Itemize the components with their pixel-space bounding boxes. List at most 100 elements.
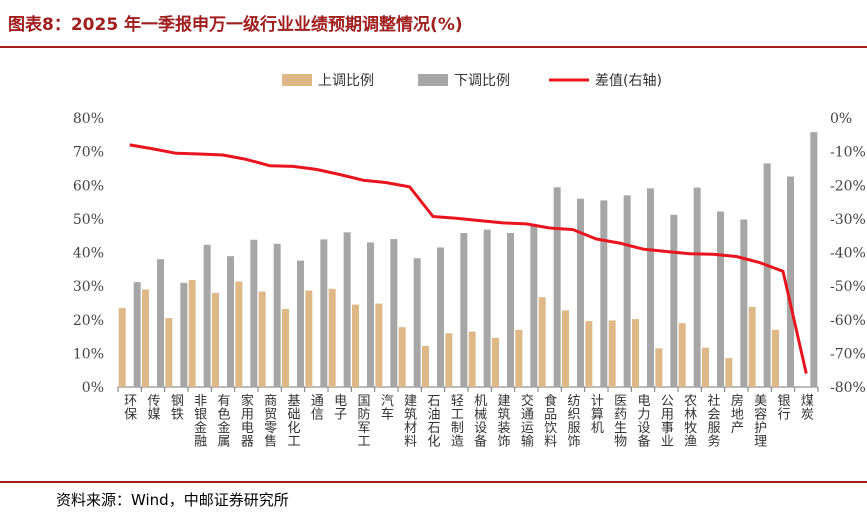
category-label: 计算机 xyxy=(591,394,604,436)
left-axis-tick-label: 70% xyxy=(73,145,104,161)
right-axis-tick-label: -30% xyxy=(830,212,866,228)
bar-up-ratio xyxy=(142,289,149,387)
bar-down-ratio xyxy=(693,187,701,387)
bar-down-ratio xyxy=(157,259,164,387)
bar-up-ratio xyxy=(468,331,476,387)
left-axis-tick-label: 50% xyxy=(73,212,104,228)
bar-down-ratio xyxy=(483,229,491,387)
chart-title: 图表8：2025 年一季报申万一级行业业绩预期调整情况(%) xyxy=(8,15,463,35)
bar-up-ratio xyxy=(585,321,593,387)
category-label: 医药生物 xyxy=(614,394,627,450)
category-label: 国防军工 xyxy=(357,394,370,450)
right-axis-tick-label: -80% xyxy=(830,380,866,396)
bar-up-ratio xyxy=(188,280,196,387)
legend-label-diff: 差值(右轴) xyxy=(595,73,662,89)
bar-up-ratio xyxy=(328,288,336,387)
category-label: 公用事业 xyxy=(661,394,674,450)
bar-up-ratio xyxy=(352,304,359,387)
bar-up-ratio xyxy=(702,347,709,387)
bar-up-ratio xyxy=(772,329,779,387)
bar-down-ratio xyxy=(320,239,328,387)
legend-label-down: 下调比例 xyxy=(454,73,510,89)
bar-down-ratio xyxy=(553,187,561,387)
bar-up-ratio xyxy=(562,310,569,387)
bar-up-ratio xyxy=(375,303,383,387)
bar-up-ratio xyxy=(398,327,406,387)
category-label: 煤炭 xyxy=(801,394,814,423)
category-label: 汽车 xyxy=(381,394,394,423)
right-axis-tick-label: -60% xyxy=(830,313,866,329)
category-label: 交通运输 xyxy=(521,393,534,450)
category-label: 电力设备 xyxy=(637,394,650,450)
legend-swatch-up xyxy=(282,74,312,86)
bar-down-ratio xyxy=(600,200,608,387)
bar-down-ratio xyxy=(740,219,748,387)
bar-up-ratio xyxy=(422,345,429,387)
bar-up-ratio xyxy=(235,281,243,387)
bar-up-ratio xyxy=(632,319,639,387)
right-axis-tick-label: -20% xyxy=(830,178,866,194)
category-label: 传媒 xyxy=(147,394,160,423)
bar-down-ratio xyxy=(180,282,188,387)
bar-down-ratio xyxy=(390,239,398,387)
category-label: 建筑装饰 xyxy=(497,394,510,450)
bar-up-ratio xyxy=(515,329,523,387)
right-axis-tick-label: 0% xyxy=(830,111,852,127)
left-axis-tick-label: 60% xyxy=(73,178,104,194)
bar-up-ratio xyxy=(118,307,126,387)
bar-down-ratio xyxy=(717,211,724,387)
legend-swatch-down xyxy=(418,74,448,86)
bar-down-ratio xyxy=(297,260,304,387)
left-axis-tick-label: 40% xyxy=(73,246,104,262)
bar-down-ratio xyxy=(203,244,211,387)
category-label: 基础化工 xyxy=(287,394,300,450)
category-label: 农林牧渔 xyxy=(684,394,697,450)
category-label: 有色金属 xyxy=(217,394,230,450)
left-axis-tick-label: 30% xyxy=(73,279,104,295)
diff-line-series xyxy=(129,143,808,374)
bar-down-ratio xyxy=(343,232,351,387)
category-label: 建筑材料 xyxy=(404,394,417,450)
right-axis-tick-label: -10% xyxy=(830,145,866,161)
bar-down-ratio xyxy=(530,224,538,387)
category-label: 美容护理 xyxy=(754,394,767,450)
category-label: 纺织服饰 xyxy=(567,394,580,450)
bar-up-ratio xyxy=(608,320,616,387)
left-axis-tick-label: 0% xyxy=(82,380,104,396)
bar-down-ratio xyxy=(273,243,281,387)
bar-down-ratio xyxy=(810,132,818,387)
category-label: 环保 xyxy=(124,394,137,423)
category-label: 电子 xyxy=(334,394,347,423)
bar-up-ratio xyxy=(282,308,289,387)
category-label: 通信 xyxy=(311,394,324,423)
bar-up-ratio xyxy=(258,291,266,387)
right-axis-tick-label: -50% xyxy=(830,279,866,295)
bar-up-ratio xyxy=(165,318,173,387)
category-label: 石油石化 xyxy=(427,394,440,450)
right-axis-tick-label: -70% xyxy=(830,346,866,362)
bar-down-ratio xyxy=(460,232,468,387)
title-bar: 图表8：2025 年一季报申万一级行业业绩预期调整情况(%) xyxy=(0,0,867,48)
bar-up-ratio xyxy=(538,297,546,387)
bar-up-ratio xyxy=(492,337,499,387)
bar-up-ratio xyxy=(305,290,313,387)
left-axis-tick-label: 20% xyxy=(73,313,104,329)
bar-down-ratio xyxy=(367,242,374,387)
bar-down-ratio xyxy=(577,198,584,387)
category-label: 家用电器 xyxy=(241,393,254,450)
bar-down-ratio xyxy=(670,214,678,387)
bar-down-ratio xyxy=(787,176,794,387)
category-label: 机械设备 xyxy=(474,394,487,450)
category-label: 钢铁 xyxy=(171,394,184,423)
category-label: 社会服务 xyxy=(707,393,720,450)
bar-down-ratio xyxy=(227,256,234,387)
category-label: 银行 xyxy=(777,394,790,423)
left-axis-tick-label: 80% xyxy=(73,111,104,127)
category-label: 轻工制造 xyxy=(451,394,464,450)
bar-up-ratio xyxy=(655,348,663,387)
category-label: 商贸零售 xyxy=(264,394,277,450)
bar-down-ratio xyxy=(647,188,654,387)
bar-down-ratio xyxy=(133,282,141,387)
bar-up-ratio xyxy=(725,358,733,387)
